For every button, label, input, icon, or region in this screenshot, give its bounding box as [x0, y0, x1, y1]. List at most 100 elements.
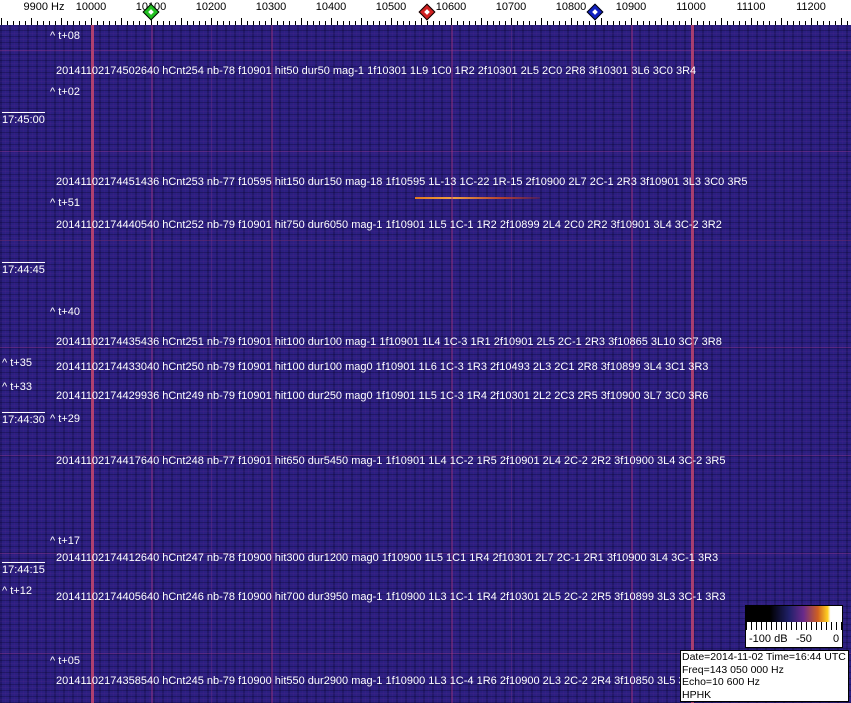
frequency-tick	[43, 21, 44, 25]
info-date-time: Date=2014-11-02 Time=16:44 UTC	[682, 651, 846, 663]
frequency-label: 10800	[555, 1, 587, 13]
frequency-tick	[385, 21, 386, 25]
frequency-tick	[685, 21, 686, 25]
frequency-tick	[223, 21, 224, 25]
frequency-tick	[349, 21, 350, 25]
frequency-tick	[739, 21, 740, 25]
frequency-tick	[277, 21, 278, 25]
frequency-tick	[727, 21, 728, 25]
frequency-tick	[217, 21, 218, 25]
frequency-tick	[31, 18, 32, 25]
frequency-tick	[175, 21, 176, 25]
time-offset-tag: ^ t+17	[50, 535, 80, 547]
frequency-tick	[835, 21, 836, 25]
time-label: 17:44:30	[2, 412, 45, 426]
frequency-tick	[757, 21, 758, 25]
carrier-line	[91, 25, 94, 703]
frequency-tick	[721, 18, 722, 25]
colorbar-label-min: -100 dB	[749, 633, 788, 645]
frequency-tick	[409, 21, 410, 25]
frequency-tick	[625, 21, 626, 25]
detection-log-line: 20141102174358540 hCnt245 nb-79 f10900 h…	[56, 675, 693, 687]
frequency-tick	[667, 21, 668, 25]
detection-log-line: 20141102174405640 hCnt246 nb-78 f10900 h…	[56, 591, 726, 603]
frequency-tick	[631, 18, 632, 25]
frequency-tick	[697, 21, 698, 25]
frequency-tick	[643, 21, 644, 25]
frequency-tick	[145, 21, 146, 25]
frequency-tick	[421, 18, 422, 25]
frequency-tick	[589, 21, 590, 25]
frequency-tick	[679, 21, 680, 25]
frequency-tick	[619, 21, 620, 25]
detection-log-line: 20141102174502640 hCnt254 nb-78 f10901 h…	[56, 65, 697, 77]
frequency-tick	[301, 18, 302, 25]
meteor-echo-trace	[415, 197, 540, 199]
frequency-tick	[817, 21, 818, 25]
waterfall-spectrogram[interactable]: 17:45:00 17:44:45 17:44:30 17:44:15 ^ t+08 ^ …	[0, 25, 851, 703]
frequency-tick	[601, 18, 602, 25]
frequency-tick	[91, 18, 92, 25]
detection-log-line: 20141102174429936 hCnt249 nb-79 f10901 h…	[56, 390, 709, 402]
frequency-tick	[211, 18, 212, 25]
frequency-tick	[745, 21, 746, 25]
frequency-tick	[637, 21, 638, 25]
frequency-tick	[829, 21, 830, 25]
frequency-tick	[289, 21, 290, 25]
frequency-tick	[253, 21, 254, 25]
frequency-tick	[325, 21, 326, 25]
frequency-tick	[691, 18, 692, 25]
frequency-tick	[823, 21, 824, 25]
frequency-tick	[187, 21, 188, 25]
frequency-tick	[529, 21, 530, 25]
frequency-tick	[487, 21, 488, 25]
frequency-tick	[193, 21, 194, 25]
frequency-tick	[607, 21, 608, 25]
time-label: 17:44:15	[2, 562, 45, 576]
frequency-tick	[793, 21, 794, 25]
frequency-tick	[241, 18, 242, 25]
frequency-tick	[85, 21, 86, 25]
time-offset-tag: ^ t+12	[2, 585, 32, 597]
frequency-tick	[583, 21, 584, 25]
frequency-label: 10700	[495, 1, 527, 13]
frequency-tick	[97, 21, 98, 25]
frequency-tick	[415, 21, 416, 25]
info-echo: Echo=10 600 Hz	[682, 676, 760, 688]
time-offset-tag: ^ t+02	[50, 86, 80, 98]
frequency-tick	[397, 21, 398, 25]
frequency-tick	[49, 21, 50, 25]
detection-log-line: 20141102174433040 hCnt250 nb-79 f10901 h…	[56, 361, 709, 373]
time-offset-tag: ^ t+51	[50, 197, 80, 209]
frequency-tick	[73, 21, 74, 25]
frequency-tick	[19, 21, 20, 25]
frequency-tick	[775, 21, 776, 25]
frequency-tick	[433, 21, 434, 25]
detection-log-line: 20141102174451436 hCnt253 nb-77 f10595 h…	[56, 176, 748, 188]
frequency-label: 10000	[75, 1, 107, 13]
frequency-tick	[769, 21, 770, 25]
frequency-tick	[427, 21, 428, 25]
frequency-axis[interactable]: 9900 Hz100001010010200103001040010500106…	[0, 0, 851, 25]
frequency-tick	[37, 21, 38, 25]
frequency-label: 10200	[195, 1, 227, 13]
frequency-tick	[337, 21, 338, 25]
grid-line	[0, 455, 851, 456]
frequency-tick	[751, 18, 752, 25]
frequency-tick	[181, 18, 182, 25]
carrier-line	[271, 25, 273, 703]
detection-log-line: 20141102174412640 hCnt247 nb-78 f10900 h…	[56, 552, 719, 564]
frequency-label: 10300	[255, 1, 287, 13]
time-offset-tag: ^ t+05	[50, 655, 80, 667]
frequency-tick	[763, 21, 764, 25]
frequency-tick	[373, 21, 374, 25]
frequency-tick	[559, 21, 560, 25]
frequency-label: 10400	[315, 1, 347, 13]
frequency-label: 10900	[615, 1, 647, 13]
frequency-tick	[481, 18, 482, 25]
frequency-tick	[787, 21, 788, 25]
grid-line	[0, 553, 851, 554]
frequency-tick	[457, 21, 458, 25]
frequency-tick	[115, 21, 116, 25]
frequency-tick	[247, 21, 248, 25]
